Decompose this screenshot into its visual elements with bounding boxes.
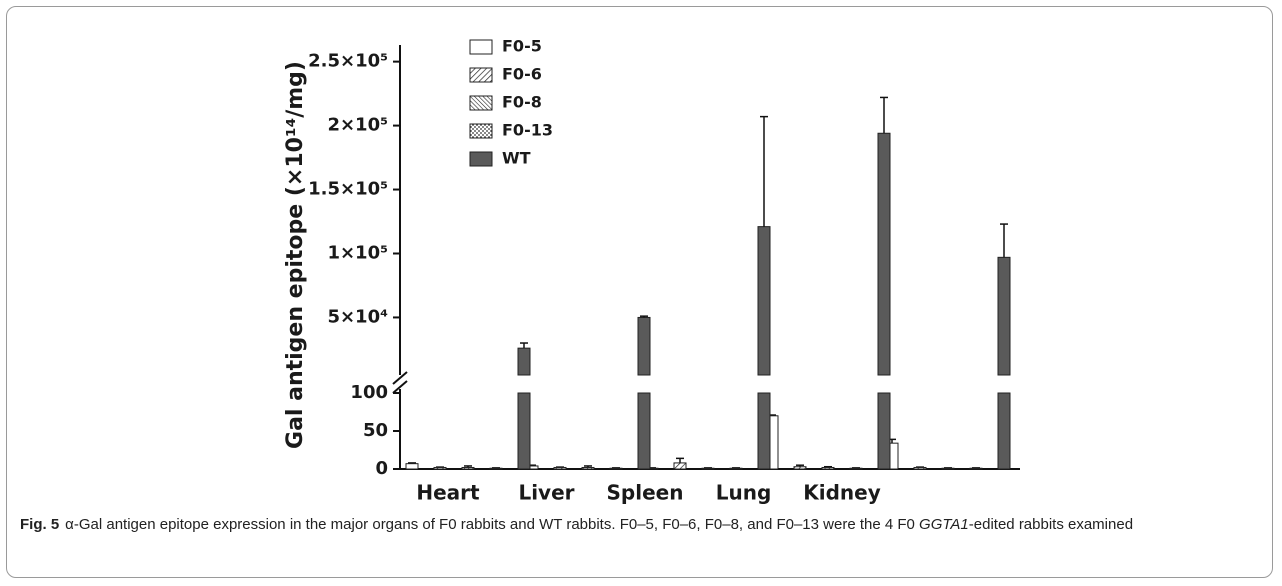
caption-gene: GGTA1 [919,516,969,533]
bar [849,467,863,470]
legend-swatch [469,95,493,111]
y-tick-label: 5×10⁴ [327,306,388,327]
bar [821,466,835,470]
x-tick-label: Lung [716,481,772,505]
legend-label: F0-8 [502,93,542,112]
bar [433,466,447,470]
bar [969,467,983,470]
y-tick-label: 100 [350,382,388,403]
x-tick-label: Kidney [803,481,881,505]
x-tick-label: Spleen [607,481,684,505]
legend-swatch [469,39,493,55]
bar [405,463,419,470]
y-tick-label: 1.5×10⁵ [308,179,388,200]
bar [637,316,651,376]
bar [877,132,891,376]
y-axis-title: Gal antigen epitope (×10¹⁴/mg) [283,61,308,449]
legend-label: F0-6 [502,65,542,84]
caption-text: α-Gal antigen epitope expression in the … [65,516,920,533]
axis-break [392,371,408,385]
x-tick-label: Heart [416,481,480,505]
bar-lower-part [877,392,891,470]
bar [701,467,715,470]
bar [793,466,807,470]
axis-break [392,380,408,394]
bar [581,466,595,470]
bar-lower-part [997,392,1011,470]
legend-label: F0-5 [502,37,542,56]
y-tick-label: 2×10⁵ [327,115,388,136]
legend-label: WT [502,149,531,168]
caption: Fig. 5 α-Gal antigen epitope expression i… [20,510,1260,540]
bar [913,466,927,470]
chart: Gal antigen epitope (×10¹⁴/mg) 0 50 100 5×1… [283,37,1020,505]
bar [941,467,955,470]
y-tick-label: 2.5×10⁵ [308,51,388,72]
y-tick-label: 0 [375,458,388,479]
bar [461,466,475,470]
bar [489,467,503,470]
x-tick-label: Liver [518,481,574,505]
legend-swatch [469,123,493,139]
legend-label: F0-13 [502,121,553,140]
legend-swatch [469,151,493,167]
bar [553,466,567,470]
bar [673,462,687,470]
bar-lower-part [757,392,771,470]
bar [997,256,1011,376]
figure-frame [6,6,1273,578]
bar-lower-part [637,392,651,470]
y-tick-label: 1×10⁵ [327,242,388,263]
bar [729,467,743,470]
legend-swatch [469,67,493,83]
caption-text: -edited rabbits examined [968,516,1134,533]
bar [517,347,531,376]
bar [609,467,623,470]
bar [757,226,771,376]
caption-label: Fig. 5 [20,516,60,533]
y-tick-label: 50 [363,420,388,441]
bar-lower-part [517,392,531,470]
